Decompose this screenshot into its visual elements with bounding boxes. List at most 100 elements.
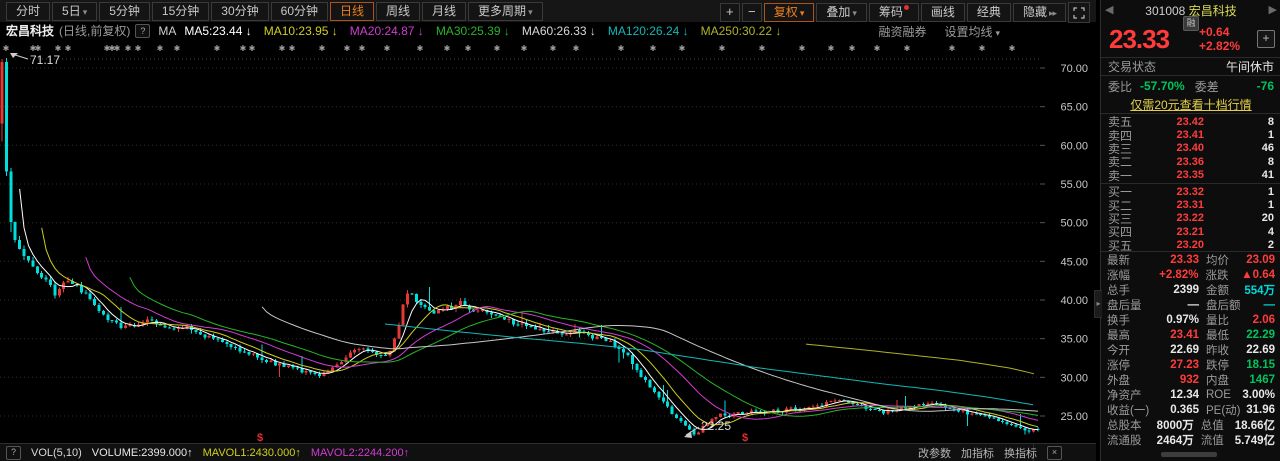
svg-text:$: $ (742, 432, 748, 443)
svg-text:✱: ✱ (240, 44, 247, 53)
indicator-name[interactable]: VOL(5,10) (31, 447, 82, 459)
prev-stock-icon[interactable]: ◀ (1105, 4, 1114, 16)
period-button[interactable]: 30分钟 (211, 1, 269, 21)
weibi-row: 委比 -57.70% 委差 -76 (1101, 77, 1280, 95)
ma-value: MA10:23.95 ↓ (263, 23, 338, 38)
period-button[interactable]: 月线 (422, 1, 467, 21)
trade-status-row: 交易状态 午间休市 (1101, 57, 1280, 76)
tool-button[interactable]: 筹码 (868, 3, 919, 22)
ma-value: MA30:25.39 ↓ (435, 23, 510, 38)
next-stock-icon[interactable]: ▶ (1268, 4, 1277, 16)
stat-row: 收益(一) 0.365 PE(动) 31.96 (1107, 403, 1275, 417)
chart-legend-bar: 宏昌科技 (日线,前复权) ? MA MA5:23.44 ↓ MA10:23.95… (0, 23, 1096, 39)
ask-row[interactable]: 卖二 23.36 8 (1108, 155, 1274, 170)
ask-row[interactable]: 卖一 23.35 41 (1108, 168, 1274, 183)
indicator-action[interactable]: 换指标 (1004, 448, 1037, 460)
ask-row[interactable]: 卖三 23.40 46 (1108, 141, 1274, 156)
period-button[interactable]: 15分钟 (151, 1, 210, 21)
tool-button[interactable]: 画线 (920, 3, 965, 22)
svg-text:✱: ✱ (3, 44, 10, 53)
bid-row[interactable]: 买四 23.21 4 (1108, 225, 1274, 240)
period-button[interactable]: 更多周期 ▾ (468, 1, 543, 21)
svg-text:✱: ✱ (35, 44, 42, 53)
svg-text:✱: ✱ (573, 44, 580, 53)
period-button[interactable]: 5日 ▾ (52, 1, 98, 21)
period-button[interactable]: 周线 (376, 1, 421, 21)
tool-button[interactable]: 隐藏 ▸▸ (1012, 3, 1066, 22)
margin-trading-link[interactable]: 融资融券 (878, 25, 927, 39)
stat-row: 总手 2399 金额 554万 (1107, 283, 1275, 297)
price-change: +0.64 +2.82% (1199, 25, 1241, 53)
period-button[interactable]: 分时 (6, 1, 51, 21)
svg-text:✱: ✱ (135, 44, 142, 53)
tool-button[interactable]: 复权 ▾ (763, 3, 815, 22)
level2-promo-link[interactable]: 仅需20元查看十档行情 (1130, 97, 1252, 112)
event-markers: ✱ ✱✱ ✱ ✱ ✱✱✱ ✱ ✱ ✱ ✱ ✱ ✱ ✱ ✱ ✱ ✱ ✱ ✱ ✱ ✱ ✱ ✱ ✱ ✱ ✱ ✱ ✱ ✱ ✱ ✱ ✱ ✱ ✱ ✱ ✱ ✱ ✱ ✱… (3, 44, 1016, 53)
ma-values: MA5:23.44 ↓ MA10:23.95 ↓ MA20:24.87 ↓ MA30:… (184, 24, 781, 38)
svg-text:✱: ✱ (417, 44, 424, 53)
svg-text:50.00: 50.00 (1060, 218, 1088, 230)
ma-settings-link[interactable]: 设置均线 ▾ (944, 25, 1000, 39)
price-block: 23.33 +0.64 +2.82% + (1109, 24, 1277, 54)
ask-row[interactable]: 卖四 23.41 1 (1108, 128, 1274, 143)
indicator-help-icon[interactable]: ? (6, 446, 21, 460)
zoom-in-button[interactable]: + (719, 3, 740, 22)
panel-collapse-handle[interactable]: ▸ (1094, 290, 1102, 318)
panel-scrollbar[interactable] (1161, 452, 1217, 457)
stat-row: 最高 23.41 最低 22.29 (1107, 328, 1275, 342)
svg-text:✱: ✱ (828, 44, 835, 53)
ma-value: MA120:26.24 ↓ (607, 23, 689, 38)
svg-text:✱: ✱ (650, 44, 657, 53)
period-button[interactable]: 60分钟 (270, 1, 328, 21)
svg-text:45.00: 45.00 (1060, 256, 1088, 268)
add-to-watchlist-button[interactable]: + (1257, 30, 1275, 48)
fullscreen-icon[interactable] (1068, 2, 1090, 23)
period-button-group: 分时 5日 ▾ 5分钟 15分钟 30分钟 60分钟 日线 周线 月线 更多周期 ▾ (0, 1, 543, 21)
svg-text:✱: ✱ (465, 44, 472, 53)
stat-grid: 最新 23.33 均价 23.09 涨幅 +2.82% 涨跌 ▲0.64 总手 2399 金额 554… (1101, 251, 1280, 448)
bid-row[interactable]: 买二 23.31 1 (1108, 198, 1274, 213)
indicator-action[interactable]: 加指标 (961, 448, 994, 460)
ma-value: MA5:23.44 ↓ (184, 23, 252, 38)
weicha-value: -76 (1256, 79, 1274, 93)
period-button[interactable]: 5分钟 (99, 1, 150, 21)
svg-text:✱: ✱ (849, 44, 856, 53)
svg-text:✱: ✱ (104, 44, 111, 53)
svg-text:35.00: 35.00 (1060, 334, 1088, 346)
zoom-out-button[interactable]: − (741, 3, 762, 22)
bid-row[interactable]: 买五 23.20 2 (1108, 238, 1274, 253)
svg-text:$: $ (257, 432, 263, 443)
svg-text:✱: ✱ (949, 44, 956, 53)
svg-text:✱: ✱ (319, 44, 326, 53)
stat-row: 盘后量 — 盘后额 — (1107, 298, 1275, 312)
ask-row[interactable]: 卖五 23.42 8 (1108, 115, 1274, 130)
legend-help-icon[interactable]: ? (135, 23, 151, 38)
bid-row[interactable]: 买一 23.32 1 (1108, 185, 1274, 200)
margin-badge: 融 (1183, 16, 1199, 31)
svg-text:✱: ✱ (799, 44, 806, 53)
svg-text:55.00: 55.00 (1060, 179, 1088, 191)
mavol1-value: MAVOL1:2430.000↑ (202, 447, 301, 459)
tool-button[interactable]: 经典 (966, 3, 1011, 22)
order-book: 卖五 23.42 8 卖四 23.41 1 卖三 23.40 46 卖二 23.36 8 卖一 23.35… (1101, 115, 1280, 253)
period-button[interactable]: 日线 (330, 1, 375, 21)
ma-value: MA250:30.22 ↓ (700, 23, 782, 38)
stat-row: 换手 0.97% 量比 2.06 (1107, 313, 1275, 327)
svg-text:25.00: 25.00 (1060, 411, 1088, 423)
svg-text:60.00: 60.00 (1060, 140, 1088, 152)
close-indicator-icon[interactable]: × (1047, 446, 1062, 460)
svg-text:✱: ✱ (30, 44, 37, 53)
footer-divider (1033, 444, 1034, 461)
weibi-value: -57.70% (1140, 79, 1185, 93)
ma-value: MA60:26.33 ↓ (521, 23, 596, 38)
svg-text:✱: ✱ (157, 44, 164, 53)
svg-text:30.00: 30.00 (1060, 372, 1088, 384)
bid-row[interactable]: 买三 23.22 20 (1108, 211, 1274, 226)
candlestick-chart[interactable]: 70.00 65.00 60.00 55.00 50.00 45.00 40.00 35.00… (0, 38, 1096, 444)
svg-text:✱: ✱ (344, 44, 351, 53)
stock-name: 宏昌科技 (1188, 4, 1237, 18)
tool-button[interactable]: 叠加 ▾ (816, 3, 867, 22)
bid-levels: 买一 23.32 1 买二 23.31 1 买三 23.22 20 买四 23.21 4 买五 23.20… (1101, 185, 1280, 253)
indicator-action[interactable]: 改参数 (918, 448, 951, 460)
